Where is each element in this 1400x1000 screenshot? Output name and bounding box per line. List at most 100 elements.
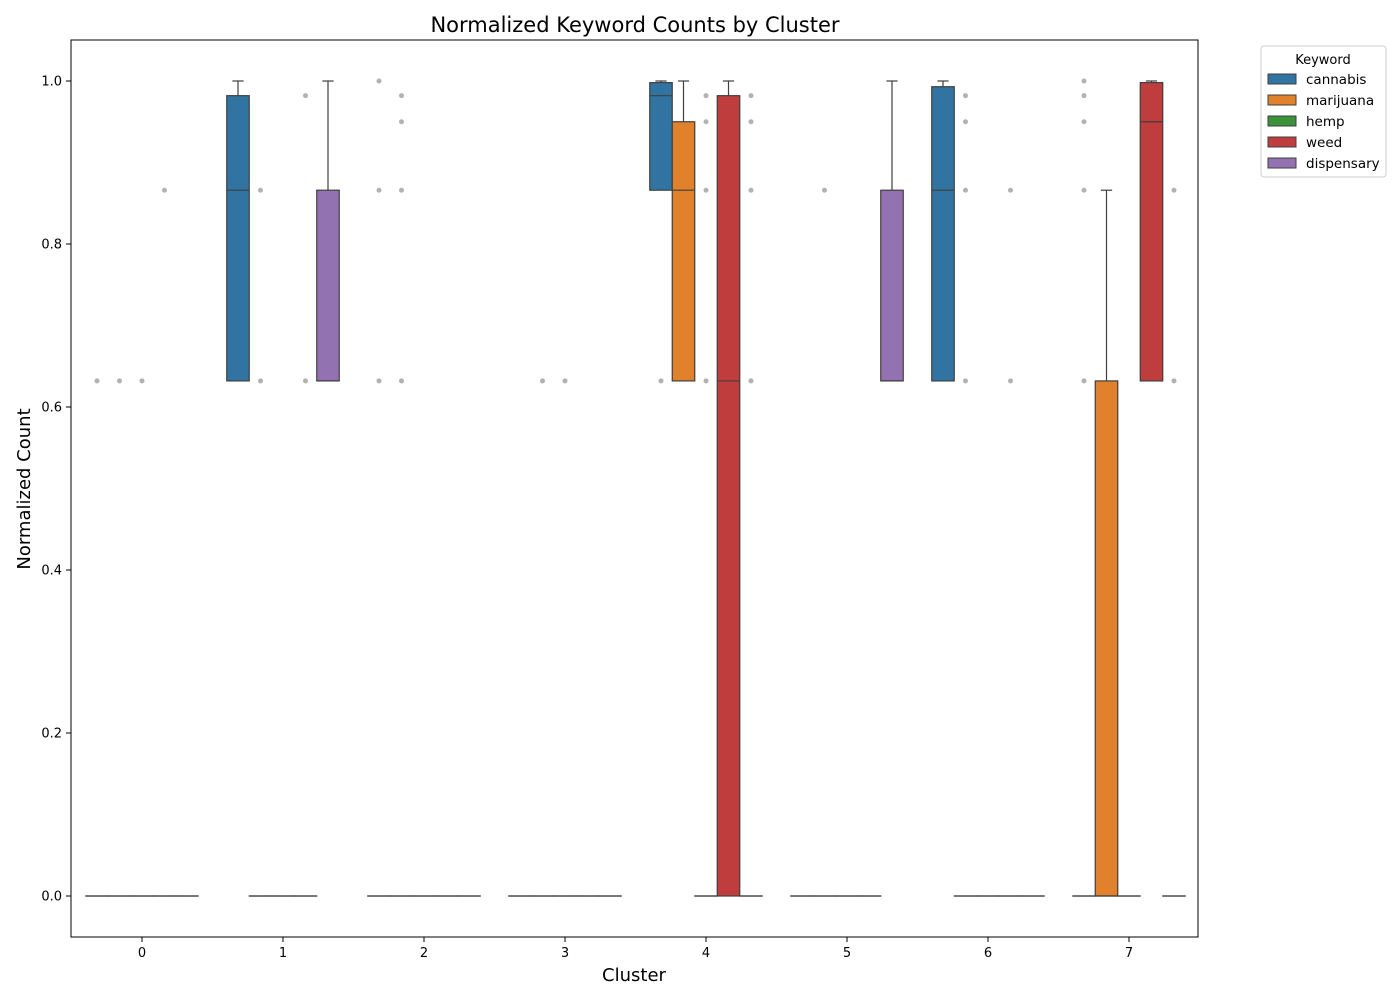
outlier-point [162, 187, 167, 193]
legend-label-marijuana: marijuana [1306, 93, 1374, 109]
outlier-point [376, 378, 382, 384]
outlier-point [399, 119, 404, 125]
box-weed-cluster-4 [716, 80, 741, 897]
outlier-point [1081, 119, 1087, 125]
y-axis-label: Normalized Count [14, 408, 35, 569]
outlier-point [1081, 78, 1087, 84]
outlier-point [139, 378, 145, 384]
x-tick-label: 1 [279, 946, 287, 961]
box-cannabis-cluster-1 [226, 80, 250, 382]
box-cannabis-cluster-4 [649, 80, 673, 384]
series-marijuana [107, 80, 1119, 897]
series-cannabis [85, 78, 1096, 897]
outlier-point [562, 378, 568, 384]
plot-area [85, 78, 1186, 897]
box-marijuana-cluster-6 [953, 93, 978, 897]
outlier-point [1171, 378, 1177, 384]
plot-frame [70, 39, 1199, 938]
outlier-point [303, 93, 308, 99]
y-tick-label: 0.6 [41, 401, 62, 416]
x-tick-label: 4 [702, 946, 710, 961]
legend-label-hemp: hemp [1306, 114, 1345, 130]
y-tick-label: 0.4 [41, 564, 62, 579]
box-hemp-cluster-3 [553, 378, 577, 897]
box-dispensary-cluster-5 [880, 80, 904, 382]
outlier-point [1081, 187, 1087, 193]
box-body [316, 189, 340, 382]
x-tick-label: 3 [561, 946, 569, 961]
y-tick-label: 0.8 [41, 238, 62, 253]
outlier-point [963, 187, 968, 193]
box-body [671, 121, 696, 382]
outlier-point [658, 378, 664, 384]
legend: Keyword cannabis marijuana hemp weed dispens… [1260, 45, 1387, 178]
outlier-point [540, 378, 545, 384]
x-axis-label: Cluster [602, 965, 666, 986]
outlier-point [1171, 187, 1177, 193]
box-cannabis-cluster-6 [931, 80, 955, 382]
legend-swatch-cannabis [1267, 73, 1297, 85]
x-tick-label: 0 [138, 946, 146, 961]
x-tick-label: 5 [843, 946, 851, 961]
box-dispensary-cluster-4 [739, 93, 763, 897]
y-tick-label: 1.0 [41, 75, 62, 90]
outlier-point [117, 378, 122, 384]
legend-items: cannabis marijuana hemp weed dispensary [1267, 72, 1380, 172]
outlier-point [376, 187, 382, 193]
legend-label-cannabis: cannabis [1306, 72, 1366, 88]
y-tick-label: 0.0 [41, 890, 62, 905]
legend-label-weed: weed [1306, 135, 1342, 151]
box-cannabis-cluster-7 [1072, 78, 1096, 897]
y-tick-label: 0.2 [41, 727, 62, 742]
outlier-point [399, 378, 404, 384]
outlier-point [703, 93, 709, 99]
outlier-point [258, 187, 263, 193]
box-cannabis-cluster-2 [367, 78, 391, 897]
outlier-point [1008, 378, 1013, 384]
legend-swatch-marijuana [1267, 94, 1297, 106]
box-body [880, 189, 904, 382]
outlier-point [303, 378, 308, 384]
outlier-point [1008, 187, 1013, 193]
box-marijuana-cluster-0 [107, 378, 132, 897]
box-hemp-cluster-0 [130, 378, 154, 897]
outlier-point [748, 119, 754, 125]
legend-title: Keyword [1295, 53, 1351, 68]
box-body [1094, 380, 1119, 897]
outlier-point [963, 119, 968, 125]
outlier-point [703, 378, 709, 384]
series-dispensary [175, 80, 1186, 897]
box-body [1139, 82, 1164, 382]
box-body [931, 86, 955, 382]
outlier-point [399, 187, 404, 193]
box-marijuana-cluster-4 [671, 80, 696, 382]
box-body [226, 95, 250, 382]
x-tick-label: 7 [1125, 946, 1133, 961]
outlier-point [822, 187, 827, 193]
box-body [716, 95, 741, 897]
x-tick-label: 6 [984, 946, 992, 961]
box-marijuana-cluster-1 [248, 187, 273, 897]
axes: 0.0 0.2 0.4 0.6 0.8 1.0 0 1 2 3 4 5 6 7 [41, 75, 1133, 962]
box-weed-cluster-1 [293, 93, 318, 897]
outlier-point [748, 187, 754, 193]
outlier-point [1081, 378, 1087, 384]
outlier-point [258, 378, 263, 384]
series-weed [152, 80, 1164, 897]
box-hemp-cluster-4 [694, 93, 718, 897]
box-dispensary-cluster-1 [316, 80, 340, 382]
outlier-point [703, 119, 709, 125]
outlier-point [399, 93, 404, 99]
box-marijuana-cluster-2 [389, 93, 414, 897]
box-body [649, 82, 673, 191]
legend-swatch-weed [1267, 136, 1297, 148]
outlier-point [748, 93, 754, 99]
outlier-point [963, 93, 968, 99]
outlier-point [748, 378, 754, 384]
legend-swatch-dispensary [1267, 157, 1297, 169]
series-hemp [130, 93, 1141, 897]
outlier-point [94, 378, 100, 384]
outlier-point [703, 187, 709, 193]
outlier-point [376, 78, 382, 84]
